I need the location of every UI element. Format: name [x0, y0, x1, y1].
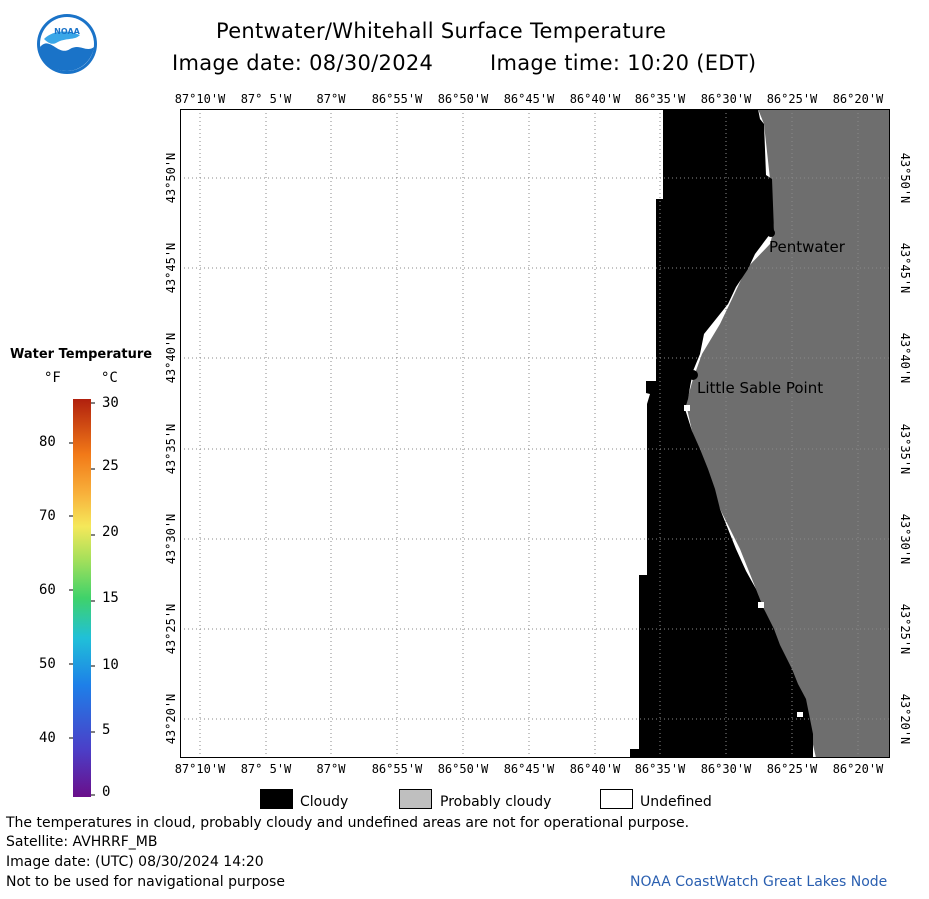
undefined-speck	[684, 405, 690, 411]
lat-label: 43°40'N	[898, 332, 912, 384]
lon-label: 86°40'W	[569, 92, 621, 106]
lon-label: 86°50'W	[437, 762, 489, 776]
lon-label: 86°55'W	[371, 92, 423, 106]
lat-label: 43°20'N	[164, 693, 178, 745]
lon-label: 87° 5'W	[240, 762, 292, 776]
lon-label: 86°55'W	[371, 762, 423, 776]
legend-probably-cloudy-label: Probably cloudy	[440, 794, 552, 810]
c-tick-label: 5	[102, 722, 111, 738]
little-sable-point-label: Little Sable Point	[697, 379, 824, 397]
cloud-region	[630, 109, 813, 758]
lon-label: 87° 5'W	[240, 92, 292, 106]
lat-label: 43°20'N	[898, 693, 912, 745]
lat-label: 43°40'N	[164, 332, 178, 384]
f-tick-label: 60	[39, 582, 56, 598]
scale-title: Water Temperature	[10, 347, 153, 362]
f-tick-label: 40	[39, 730, 56, 746]
lon-label: 86°40'W	[569, 762, 621, 776]
legend-undefined-label: Undefined	[640, 794, 712, 810]
credit-link[interactable]: NOAA CoastWatch Great Lakes Node	[630, 874, 888, 890]
graticule	[180, 109, 890, 758]
little-sable-point-marker	[688, 370, 698, 380]
temperature-colorbar	[69, 397, 95, 799]
lon-label: 86°45'W	[503, 762, 555, 776]
lon-label: 86°20'W	[832, 92, 884, 106]
undefined-speck	[758, 602, 764, 608]
scale-f-unit: °F	[44, 370, 61, 386]
logo-text: NOAA	[54, 27, 80, 36]
noaa-logo: NOAA	[36, 13, 98, 75]
lat-label: 43°30'N	[164, 513, 178, 565]
lon-label: 86°45'W	[503, 92, 555, 106]
lon-label: 87°10'W	[174, 92, 226, 106]
utc-date-text: Image date: (UTC) 08/30/2024 14:20	[6, 854, 264, 870]
lat-label: 43°45'N	[164, 242, 178, 294]
lon-label: 87°W	[316, 762, 346, 776]
map[interactable]	[180, 109, 890, 758]
satellite-text: Satellite: AVHRRF_MB	[6, 834, 158, 850]
image-date: Image date: 08/30/2024	[172, 51, 434, 75]
f-tick-label: 70	[39, 508, 56, 524]
f-tick-label: 50	[39, 656, 56, 672]
navigation-warning: Not to be used for navigational purpose	[6, 874, 285, 890]
lon-label: 87°10'W	[174, 762, 226, 776]
lon-label: 86°30'W	[700, 92, 752, 106]
c-tick-label: 20	[102, 524, 119, 540]
undefined-speck	[797, 712, 803, 717]
lat-label: 43°35'N	[164, 423, 178, 475]
lat-label: 43°30'N	[898, 513, 912, 565]
c-tick-label: 25	[102, 458, 119, 474]
lat-label: 43°25'N	[898, 603, 912, 655]
probably-cloudy-region	[686, 109, 890, 758]
f-tick-label: 80	[39, 434, 56, 450]
map-border	[180, 109, 890, 758]
lon-label: 86°30'W	[700, 762, 752, 776]
pentwater-marker	[767, 229, 775, 237]
map-canvas	[180, 109, 890, 758]
lon-label: 86°35'W	[634, 92, 686, 106]
lon-label: 86°50'W	[437, 92, 489, 106]
page-title: Pentwater/Whitehall Surface Temperature	[216, 19, 667, 43]
c-tick-label: 30	[102, 395, 119, 411]
legend-undefined-swatch	[600, 789, 633, 809]
c-tick-label: 15	[102, 590, 119, 606]
lon-label: 86°20'W	[832, 762, 884, 776]
image-time: Image time: 10:20 (EDT)	[490, 51, 757, 75]
lon-label: 86°25'W	[766, 762, 818, 776]
legend-cloudy-label: Cloudy	[300, 794, 349, 810]
lat-label: 43°50'N	[164, 152, 178, 204]
legend-cloudy-swatch	[260, 789, 293, 809]
lat-label: 43°35'N	[898, 423, 912, 475]
lon-label: 86°35'W	[634, 762, 686, 776]
lat-label: 43°45'N	[898, 242, 912, 294]
lat-label: 43°50'N	[898, 152, 912, 204]
scale-c-unit: °C	[101, 370, 118, 386]
c-tick-label: 0	[102, 784, 111, 800]
legend-probably-cloudy-swatch	[399, 789, 432, 809]
c-tick-label: 10	[102, 657, 119, 673]
lat-label: 43°25'N	[164, 603, 178, 655]
pentwater-label: Pentwater	[769, 238, 845, 256]
lon-label: 87°W	[316, 92, 346, 106]
lon-label: 86°25'W	[766, 92, 818, 106]
disclaimer-text: The temperatures in cloud, probably clou…	[6, 815, 690, 831]
